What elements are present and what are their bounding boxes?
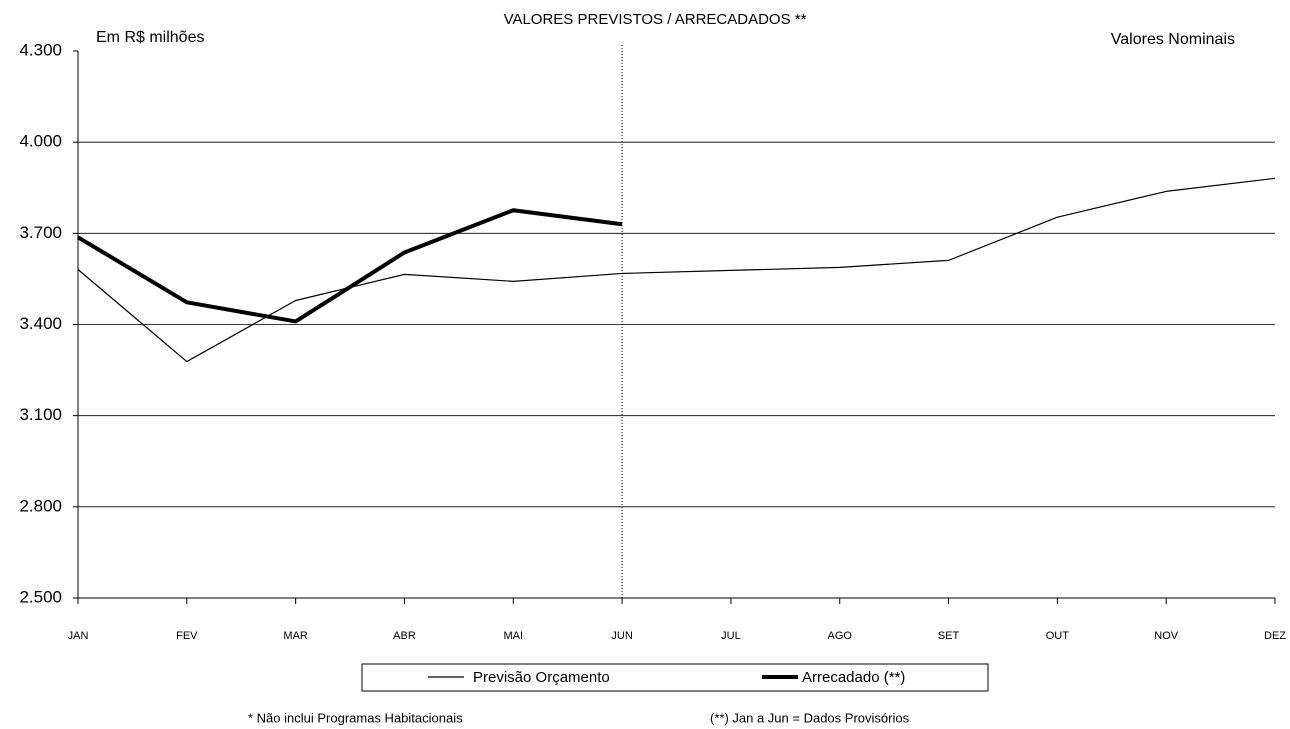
x-tick-label: NOV: [1154, 630, 1179, 642]
y-axis-label: Em R$ milhões: [96, 29, 204, 46]
x-tick-label: FEV: [176, 630, 198, 642]
x-tick-label: DEZ: [1264, 630, 1286, 642]
x-tick-label: JUN: [611, 630, 632, 642]
legend-label: Previsão Orçamento: [473, 669, 610, 686]
footnote: * Não inclui Programas Habitacionais: [248, 710, 463, 725]
x-tick-label: JAN: [68, 630, 89, 642]
y-tick-label: 3.400: [19, 314, 62, 333]
x-tick-label: ABR: [393, 630, 416, 642]
x-tick-label: MAR: [283, 630, 308, 642]
chart-title: VALORES PREVISTOS / ARRECADADOS **: [504, 11, 807, 28]
y-tick-label: 3.700: [19, 223, 62, 242]
annotation: Valores Nominais: [1111, 31, 1235, 48]
legend-box: [361, 663, 989, 692]
x-tick-label: OUT: [1046, 630, 1070, 642]
legend-label: Arrecadado (**): [802, 669, 905, 686]
x-tick-label: MAI: [503, 630, 523, 642]
x-tick-label: SET: [938, 630, 960, 642]
y-tick-label: 4.300: [19, 40, 62, 59]
series-line: [77, 177, 1276, 363]
series-line: [76, 208, 623, 324]
x-tick-label: AGO: [828, 630, 853, 642]
y-tick-label: 4.000: [19, 132, 62, 151]
y-tick-label: 2.800: [19, 496, 62, 515]
y-tick-label: 3.100: [19, 405, 62, 424]
x-tick-label: JUL: [721, 630, 741, 642]
footnote: (**) Jan a Jun = Dados Provisórios: [710, 710, 910, 725]
y-tick-label: 2.500: [19, 587, 62, 606]
